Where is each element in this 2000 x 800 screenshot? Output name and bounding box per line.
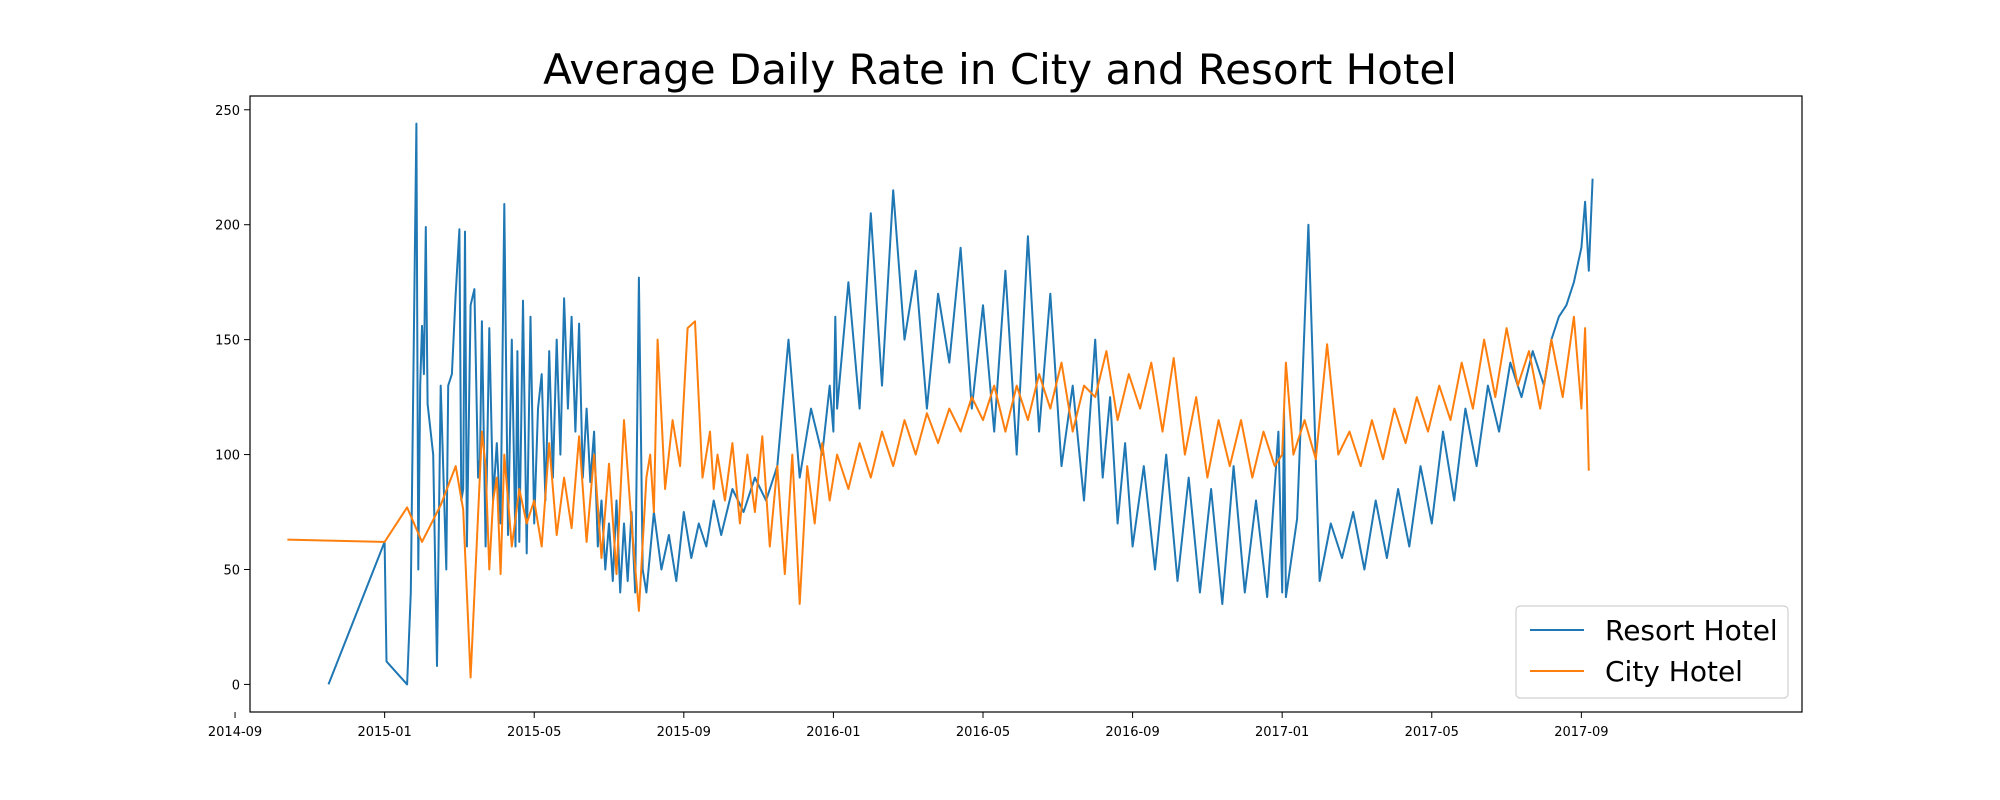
y-tick-label: 250 (215, 104, 240, 119)
chart-title: Average Daily Rate in City and Resort Ho… (543, 45, 1457, 94)
x-tick-label: 2015-01 (357, 725, 411, 740)
y-tick-label: 150 (215, 334, 240, 349)
x-tick-label: 2015-09 (657, 725, 711, 740)
legend: Resort Hotel City Hotel (1515, 605, 1789, 699)
x-tick-label: 2017-09 (1554, 725, 1608, 740)
x-tick-label: 2017-05 (1405, 725, 1459, 740)
series-line-resort-hotel (327, 122, 1594, 686)
y-axis: 0 50 100 150 200 250 (215, 104, 250, 693)
y-tick-label: 200 (215, 219, 240, 234)
legend-label-resort-hotel: Resort Hotel (1605, 614, 1778, 647)
x-tick-label: 2016-01 (806, 725, 860, 740)
y-tick-label: 0 (232, 678, 240, 693)
y-tick-label: 100 (215, 449, 240, 464)
plot-area-frame (249, 95, 1803, 713)
x-tick-label: 2016-09 (1105, 725, 1159, 740)
x-tick-label: 2017-01 (1255, 725, 1309, 740)
series-line-city-hotel (287, 315, 1590, 679)
x-tick-label: 2015-05 (507, 725, 561, 740)
series-group (287, 122, 1594, 686)
x-tick-label: 2016-05 (956, 725, 1010, 740)
legend-label-city-hotel: City Hotel (1605, 655, 1743, 688)
y-tick-label: 50 (223, 563, 240, 578)
x-axis: 2014-09 2015-01 2015-05 2015-09 2016-01 2016-… (208, 712, 1609, 740)
x-tick-label: 2014-09 (208, 725, 262, 740)
